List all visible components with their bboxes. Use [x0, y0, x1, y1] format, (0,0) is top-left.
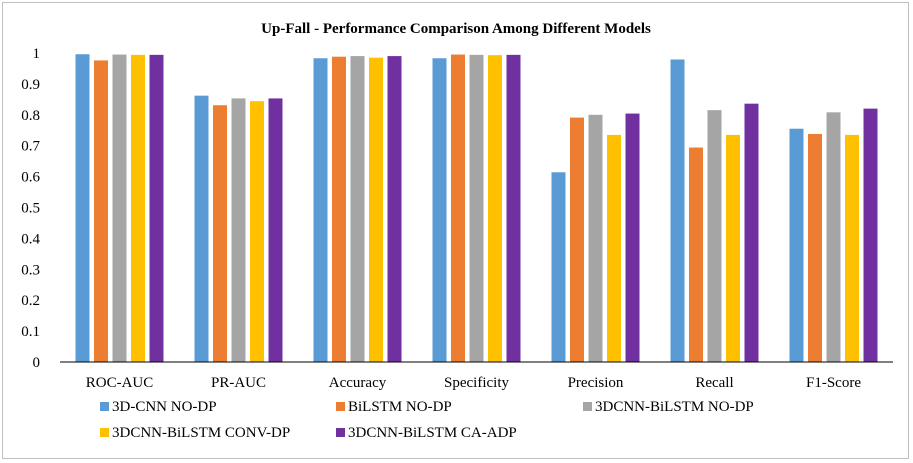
x-category-label: Precision — [568, 375, 624, 391]
bar — [744, 103, 759, 363]
legend-label: 3DCNN-BiLSTM NO-DP — [595, 399, 754, 415]
y-tick-label: 0.8 — [21, 108, 40, 124]
bar — [506, 54, 521, 362]
bar — [826, 112, 841, 362]
bar — [607, 134, 621, 362]
bar — [625, 113, 640, 363]
bar — [75, 54, 90, 363]
chart-title: Up-Fall - Performance Comparison Among D… — [261, 21, 651, 37]
bar — [369, 57, 383, 362]
bar — [250, 101, 264, 362]
bar — [726, 134, 740, 362]
y-tick-label: 0.1 — [21, 324, 40, 340]
y-tick-label: 0.4 — [21, 231, 40, 247]
legend-label: 3DCNN-BiLSTM CA-ADP — [348, 425, 517, 441]
bar — [570, 117, 584, 363]
bar — [707, 110, 722, 362]
bar — [808, 133, 822, 362]
y-tick-label: 0.3 — [21, 262, 40, 278]
bar — [387, 56, 402, 363]
bar — [670, 59, 685, 362]
bar — [845, 134, 859, 362]
bar — [131, 54, 145, 362]
bar — [789, 128, 804, 362]
bar — [451, 54, 465, 363]
legend-label: BiLSTM NO-DP — [348, 399, 452, 415]
y-tick-label: 0.5 — [21, 201, 40, 217]
legend: 3D-CNN NO-DP BiLSTM NO-DP 3DCNN-BiLSTM NO-… — [100, 399, 754, 441]
y-tick-label: 0 — [33, 355, 41, 371]
y-tick-label: 0.7 — [21, 139, 40, 155]
legend-label: 3D-CNN NO-DP — [112, 399, 217, 415]
bar — [588, 114, 603, 362]
x-axis-categories: ROC-AUC PR-AUC Accuracy Specificity Precisio… — [86, 375, 862, 391]
bar — [268, 98, 283, 362]
bar — [863, 108, 878, 363]
x-category-label: PR-AUC — [211, 375, 266, 391]
bar — [332, 56, 346, 362]
legend-swatch — [336, 402, 345, 411]
bar — [551, 172, 566, 362]
x-category-label: Recall — [695, 375, 733, 391]
legend-swatch — [583, 402, 592, 411]
y-tick-label: 1 — [33, 46, 41, 62]
bar — [231, 98, 246, 362]
bar — [149, 54, 164, 362]
x-category-label: F1-Score — [806, 375, 861, 391]
bar — [94, 60, 108, 362]
bar — [488, 55, 502, 363]
bar — [112, 54, 127, 363]
legend-label: 3DCNN-BiLSTM CONV-DP — [112, 425, 290, 441]
bar-group — [75, 54, 878, 363]
bar — [469, 54, 484, 362]
y-tick-label: 0.9 — [21, 77, 40, 93]
y-tick-label: 0.6 — [21, 170, 40, 186]
bar — [313, 58, 328, 363]
legend-swatch — [100, 428, 109, 437]
y-tick-label: 0.2 — [21, 293, 40, 309]
legend-swatch — [100, 402, 109, 411]
y-axis-ticks: 0 0.1 0.2 0.3 0.4 0.5 0.6 0.7 0.8 0.9 1 — [21, 46, 40, 371]
bar — [689, 147, 703, 362]
x-category-label: Accuracy — [329, 375, 387, 391]
bar — [194, 95, 209, 362]
x-category-label: Specificity — [444, 375, 509, 391]
bar — [432, 58, 447, 363]
bar — [350, 56, 365, 363]
legend-swatch — [336, 428, 345, 437]
bar — [213, 105, 227, 362]
x-category-label: ROC-AUC — [86, 375, 154, 391]
